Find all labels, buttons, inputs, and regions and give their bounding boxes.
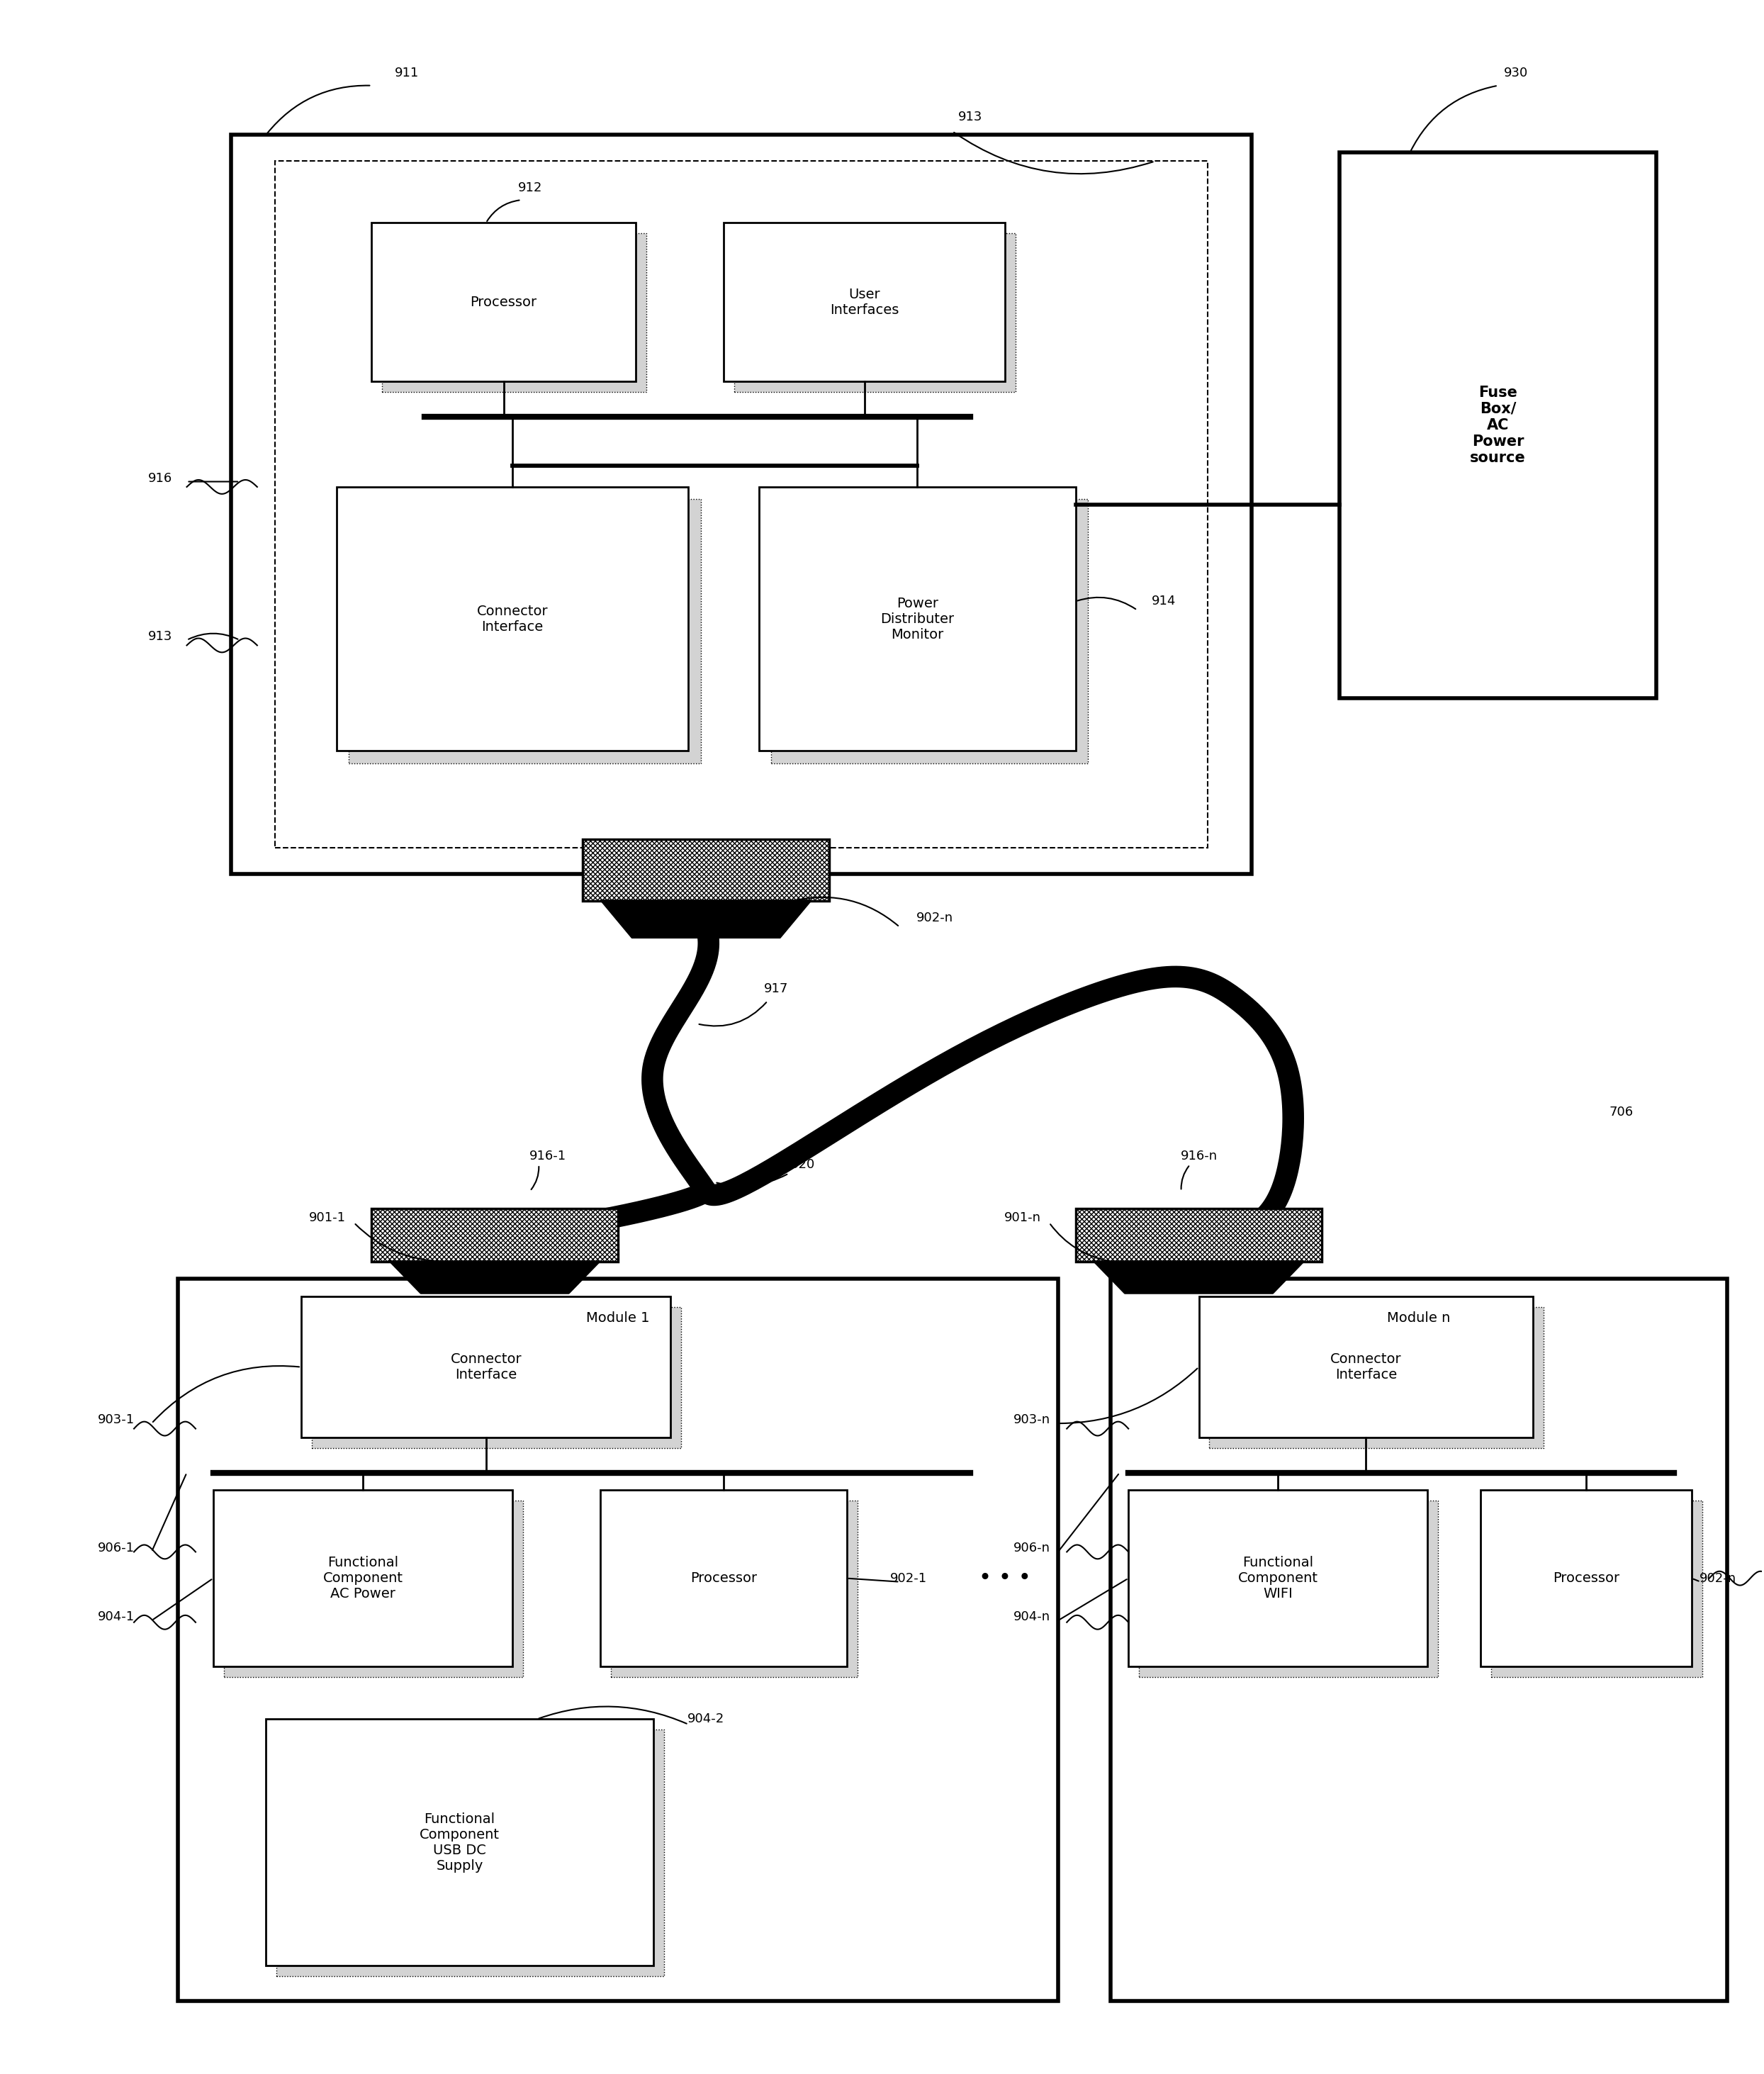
Bar <box>610 1502 857 1678</box>
Bar <box>582 840 829 900</box>
Text: Processor: Processor <box>1552 1572 1619 1585</box>
Text: 906-1: 906-1 <box>99 1541 134 1556</box>
Text: 903-n: 903-n <box>1013 1414 1050 1427</box>
Text: 916-1: 916-1 <box>529 1149 566 1161</box>
Text: Connector
Interface: Connector Interface <box>476 604 549 633</box>
Text: • • •: • • • <box>979 1568 1032 1589</box>
Text: Power
Distributer
Monitor: Power Distributer Monitor <box>880 597 954 641</box>
Text: 904-2: 904-2 <box>688 1713 725 1726</box>
Text: 902-n: 902-n <box>916 913 953 925</box>
Bar <box>1200 1296 1533 1437</box>
Bar <box>1140 1502 1438 1678</box>
Bar <box>1210 1307 1544 1448</box>
Bar <box>349 500 700 763</box>
Bar <box>734 234 1016 392</box>
Text: Module 1: Module 1 <box>586 1311 649 1325</box>
Text: Processor: Processor <box>471 295 536 309</box>
Text: 916-n: 916-n <box>1180 1149 1217 1161</box>
Bar <box>600 1491 847 1665</box>
Text: 913: 913 <box>148 630 173 643</box>
Bar <box>312 1307 681 1448</box>
Bar <box>1491 1502 1702 1678</box>
Text: 912: 912 <box>519 180 542 195</box>
Text: Fuse
Box/
AC
Power
source: Fuse Box/ AC Power source <box>1469 386 1526 465</box>
Text: 911: 911 <box>395 66 418 79</box>
Bar <box>372 1209 617 1261</box>
Bar <box>582 840 829 900</box>
Bar <box>213 1491 512 1665</box>
Bar <box>1111 1280 1727 2001</box>
Text: Functional
Component
AC Power: Functional Component AC Power <box>323 1556 402 1601</box>
Bar <box>178 1280 1058 2001</box>
Bar <box>224 1502 522 1678</box>
Text: 906-n: 906-n <box>1013 1541 1050 1556</box>
Bar <box>723 222 1005 382</box>
Text: Connector
Interface: Connector Interface <box>450 1352 522 1381</box>
Bar <box>277 1730 663 1977</box>
Text: Connector
Interface: Connector Interface <box>1330 1352 1402 1381</box>
Text: User
Interfaces: User Interfaces <box>829 288 900 317</box>
Text: 914: 914 <box>1152 595 1177 608</box>
Text: 901-n: 901-n <box>1004 1211 1041 1224</box>
Polygon shape <box>602 900 811 937</box>
Text: Functional
Component
USB DC
Supply: Functional Component USB DC Supply <box>420 1813 499 1873</box>
Text: 706: 706 <box>1609 1105 1633 1118</box>
Bar <box>337 487 688 751</box>
Bar <box>1129 1491 1427 1665</box>
Polygon shape <box>1094 1261 1304 1292</box>
Text: 917: 917 <box>764 983 789 996</box>
Bar <box>372 1209 617 1261</box>
Text: Processor: Processor <box>690 1572 757 1585</box>
Text: Functional
Component
WIFI: Functional Component WIFI <box>1238 1556 1318 1601</box>
Bar <box>266 1719 653 1966</box>
Text: 902-1: 902-1 <box>889 1572 926 1585</box>
Bar <box>759 487 1076 751</box>
Text: 904-1: 904-1 <box>97 1611 134 1624</box>
Bar <box>372 222 635 382</box>
Text: 901-1: 901-1 <box>309 1211 346 1224</box>
Text: 916: 916 <box>148 471 173 485</box>
Bar <box>275 162 1208 848</box>
Text: 904-n: 904-n <box>1013 1611 1050 1624</box>
Bar <box>1076 1209 1321 1261</box>
Bar <box>1480 1491 1692 1665</box>
Text: Module n: Module n <box>1387 1311 1450 1325</box>
Polygon shape <box>390 1261 600 1292</box>
Text: 930: 930 <box>1503 66 1528 79</box>
Bar <box>231 135 1252 873</box>
Text: 920: 920 <box>790 1157 815 1172</box>
Bar <box>302 1296 670 1437</box>
Text: 902-n: 902-n <box>1699 1572 1736 1585</box>
Text: 913: 913 <box>958 110 983 124</box>
Bar <box>1339 153 1656 699</box>
Bar <box>383 234 646 392</box>
Text: 903-1: 903-1 <box>97 1414 134 1427</box>
Bar <box>1076 1209 1321 1261</box>
Bar <box>771 500 1088 763</box>
